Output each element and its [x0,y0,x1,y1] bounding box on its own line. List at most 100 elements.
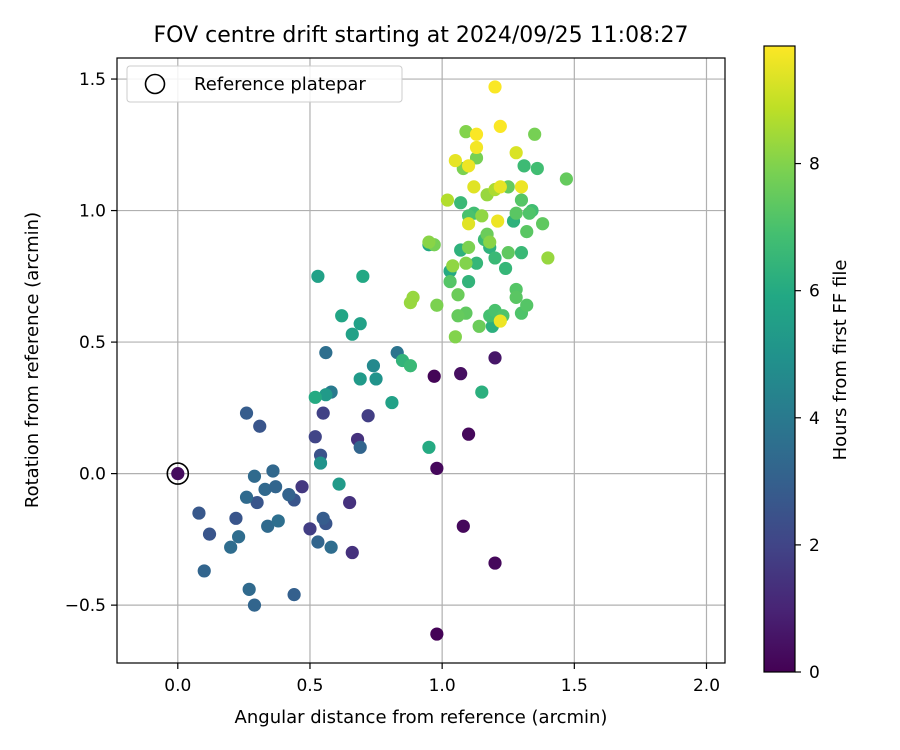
data-point [469,140,484,155]
data-point [422,235,436,249]
data-point [343,495,357,510]
data-point [446,259,460,273]
data-point [239,406,254,420]
data-point [491,214,505,228]
data-point [361,409,375,423]
data-point [224,540,238,554]
data-point [454,367,468,381]
data-point [335,309,349,323]
y-tick-label: 1.5 [79,70,106,90]
data-point [493,180,507,194]
data-point [536,217,550,231]
x-axis-ticks: 0.0 0.5 1.0 1.5 2.0 [164,663,720,696]
data-point [353,440,367,454]
x-tick-label: 0.0 [164,676,191,696]
colorbar-tick-label: 4 [809,409,820,429]
data-point [271,514,285,528]
colorbar-tick-label: 0 [809,663,820,683]
data-point [356,269,370,283]
data-point [520,225,534,239]
data-point [488,80,502,94]
colorbar-ticks: 0 2 4 6 8 [795,155,820,683]
data-point [253,419,267,433]
data-point [469,127,484,141]
data-point [488,251,502,265]
colorbar [763,45,796,673]
data-point [509,146,523,160]
x-tick-label: 1.5 [561,676,588,696]
data-point [202,527,217,541]
data-point [192,506,206,520]
legend-box [126,65,403,103]
data-point [319,346,333,360]
data-point [530,161,544,176]
data-point [353,372,367,386]
data-point [308,390,322,404]
plot-frame [116,57,726,664]
data-point [269,480,283,494]
colorbar-tick-label: 6 [809,282,820,302]
data-point [501,246,515,260]
data-point [345,545,359,560]
data-point [520,298,534,312]
data-point [448,153,462,168]
data-point [522,206,536,220]
grid-lines [117,58,725,663]
data-point [369,372,383,386]
legend-entry-label: Reference platepar [194,74,366,95]
data-point [451,309,465,323]
data-point [488,351,502,365]
data-point [308,430,322,444]
data-point [353,317,367,331]
data-point [319,388,333,402]
data-point [422,440,436,454]
data-point [266,464,280,478]
colorbar-label: Hours from first FF file [830,260,851,461]
data-point [430,298,444,312]
data-point [467,180,481,194]
data-point [514,180,529,194]
data-point [472,319,486,333]
data-point [461,240,476,254]
data-point [229,511,243,525]
x-tick-label: 0.5 [296,676,323,696]
data-point [258,482,272,496]
data-point [475,209,489,223]
data-point [451,288,465,302]
x-tick-label: 2.0 [693,676,720,696]
y-axis-ticks: −0.5 0.0 0.5 1.0 1.5 [65,70,117,616]
data-point [242,582,256,596]
data-point [514,193,529,207]
data-point [171,467,185,481]
data-point [493,314,507,328]
data-point [541,251,555,265]
data-point [311,269,325,283]
y-tick-label: 0.0 [79,465,106,485]
data-point [461,217,476,231]
data-point [483,235,497,249]
data-point [261,519,275,533]
data-point [461,427,476,441]
plot-area [117,58,725,663]
data-point [345,327,359,341]
data-point [456,519,470,533]
data-point [498,261,513,276]
data-point [443,274,457,289]
data-point [366,359,381,373]
data-point [459,256,473,270]
y-tick-label: 1.0 [79,202,106,222]
legend: Reference platepar [126,65,403,103]
data-point [475,385,489,399]
data-point [247,469,262,483]
data-point [316,406,330,420]
data-point [430,461,444,475]
x-axis-label: Angular distance from reference (arcmin) [235,707,608,728]
data-point [430,627,444,641]
data-point [517,159,531,173]
data-point [469,256,484,270]
data-point [461,274,476,289]
colorbar-tick-label: 8 [809,155,820,175]
data-point [287,588,301,602]
data-point [403,359,418,373]
